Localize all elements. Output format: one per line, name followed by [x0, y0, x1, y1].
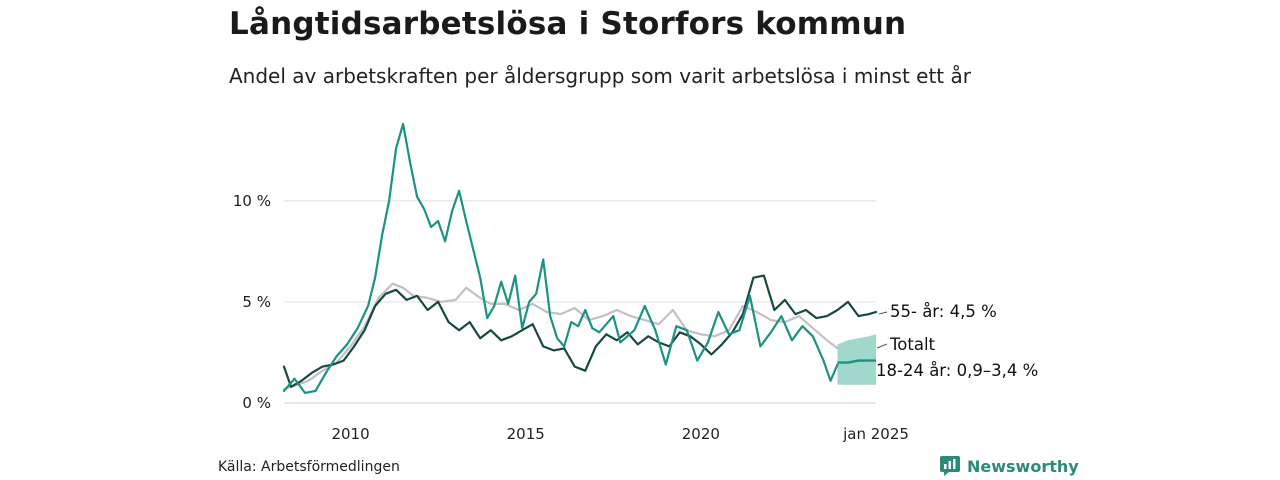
y-axis-labels: 0 % 5 % 10 %: [233, 192, 271, 412]
series-label-55: 55- år: 4,5 %: [890, 302, 997, 321]
chart-subtitle: Andel av arbetskraften per åldersgrupp s…: [229, 64, 971, 88]
chart-title: Långtidsarbetslösa i Storfors kommun: [229, 6, 907, 42]
gridlines: [284, 200, 876, 404]
series-label-totalt: Totalt: [889, 335, 936, 354]
brand-logo[interactable]: Newsworthy: [940, 456, 1079, 476]
x-axis-labels: 2010 2015 2020 jan 2025: [331, 425, 908, 443]
y-tick-label: 5 %: [242, 293, 271, 311]
series-band-18-24: [837, 334, 876, 385]
source-note: Källa: Arbetsförmedlingen: [218, 459, 400, 475]
series-band-mid-18-24: [837, 359, 876, 364]
brand-name: Newsworthy: [967, 456, 1079, 476]
series-labels: Totalt 55- år: 4,5 % 18-24 år: 0,9–3,4 %: [876, 302, 1038, 380]
series-band-group: [837, 334, 876, 385]
series-line-totalt: [282, 282, 839, 390]
series-line-55: [282, 274, 878, 388]
newsworthy-logo-icon: [940, 456, 960, 476]
label-leader: [876, 343, 888, 349]
x-tick-label: 2010: [331, 425, 369, 443]
x-tick-label: 2020: [682, 425, 720, 443]
label-leader: [878, 311, 888, 315]
y-tick-label: 10 %: [233, 192, 271, 210]
series-label-18-24: 18-24 år: 0,9–3,4 %: [876, 361, 1038, 380]
series-line-18-24: [282, 122, 839, 394]
y-tick-label: 0 %: [242, 394, 271, 412]
series-lines: [282, 122, 878, 394]
x-tick-label: 2015: [507, 425, 545, 443]
x-tick-label: jan 2025: [842, 425, 909, 443]
